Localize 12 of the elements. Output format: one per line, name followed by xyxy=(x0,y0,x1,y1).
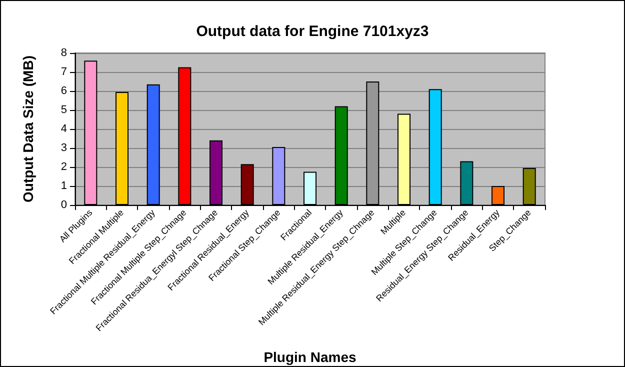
y-tick-label: 3 xyxy=(60,142,67,154)
chart-title: Output data for Engine 7101xyz3 xyxy=(196,23,429,40)
y-tick-label: 5 xyxy=(60,104,67,116)
y-tick-label: 7 xyxy=(60,66,67,78)
y-tick-label: 1 xyxy=(60,180,67,192)
x-axis-title: Plugin Names xyxy=(264,349,356,365)
y-tick-label: 6 xyxy=(60,85,67,97)
y-axis-title: Output Data Size (MB) xyxy=(20,56,36,202)
y-tick-label: 2 xyxy=(60,161,67,173)
y-tick-label: 8 xyxy=(60,47,67,59)
y-tick-label: 4 xyxy=(60,123,67,135)
y-tick-label: 0 xyxy=(60,199,67,211)
